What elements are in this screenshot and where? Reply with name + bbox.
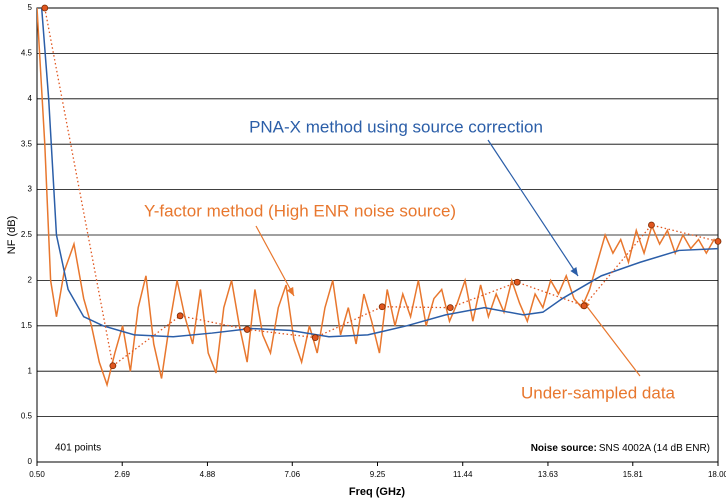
series-line — [37, 8, 718, 388]
data-point — [378, 303, 386, 311]
annotation: Noise source: — [531, 443, 597, 454]
series-line — [44, 8, 718, 367]
x-tick-label: 4.88 — [200, 470, 216, 479]
x-tick-label: 2.69 — [114, 470, 130, 479]
x-tick-label: 18.00 — [708, 470, 726, 479]
series-label: Y-factor method (High ENR noise source) — [144, 201, 456, 220]
x-tick-label: 11.44 — [453, 470, 473, 479]
x-axis-title: Freq (GHz) — [349, 486, 406, 498]
y-tick-label: 5 — [28, 3, 33, 12]
y-axis-title: NF (dB) — [6, 216, 18, 255]
y-tick-label: 1.5 — [21, 321, 33, 330]
data-point — [648, 221, 655, 229]
y-tick-label: 2.5 — [21, 230, 33, 239]
y-tick-label: 4.5 — [21, 49, 33, 58]
arrow — [487, 139, 579, 277]
y-tick-label: 1 — [28, 366, 33, 375]
data-point — [243, 326, 251, 333]
series-line — [40, 8, 718, 338]
data-point — [513, 278, 521, 286]
annotation: SNS 4002A (14 dB ENR) — [599, 443, 710, 454]
data-point — [446, 304, 454, 312]
y-tick-label: 3 — [28, 185, 33, 194]
x-tick-label: 9.25 — [370, 470, 386, 479]
arrow — [255, 225, 295, 297]
y-tick-label: 4 — [28, 94, 33, 103]
x-tick-label: 0.50 — [29, 470, 45, 479]
series-label: Under-sampled data — [521, 383, 676, 402]
data-point — [311, 334, 319, 342]
data-point — [41, 4, 49, 12]
data-point — [580, 302, 588, 310]
y-tick-label: 2 — [28, 276, 33, 285]
x-tick-label: 13.63 — [538, 470, 559, 479]
y-tick-label: 0 — [28, 457, 33, 466]
x-tick-label: 15.81 — [623, 470, 644, 479]
arrow — [581, 299, 641, 377]
y-tick-label: 3.5 — [21, 139, 33, 148]
data-point — [109, 362, 117, 370]
data-point — [714, 237, 722, 245]
y-tick-label: 0.5 — [21, 412, 33, 421]
x-tick-label: 7.06 — [284, 470, 300, 479]
annotation: 401 points — [55, 443, 101, 454]
data-point — [176, 312, 184, 320]
annotation: Noise source: SNS 4002A (14 dB ENR) — [531, 443, 710, 454]
series-label: PNA-X method using source correction — [249, 117, 543, 136]
